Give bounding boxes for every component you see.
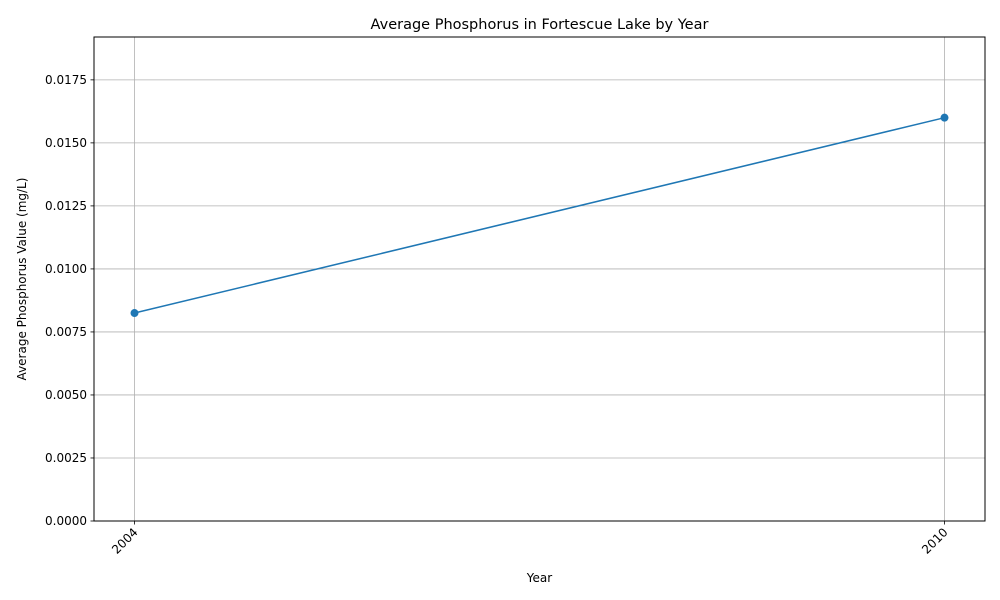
data-point [940, 113, 949, 122]
y-tick-label: 0.0000 [45, 514, 87, 528]
chart-title: Average Phosphorus in Fortescue Lake by … [371, 17, 709, 33]
y-tick-label: 0.0100 [45, 262, 87, 276]
y-tick-label: 0.0125 [45, 199, 87, 213]
y-tick-label: 0.0050 [45, 388, 87, 402]
x-axis-label: Year [526, 571, 552, 585]
y-tick-label: 0.0175 [45, 73, 87, 87]
y-tick-label: 0.0150 [45, 136, 87, 150]
y-axis-label: Average Phosphorus Value (mg/L) [15, 178, 29, 381]
y-tick-label: 0.0025 [45, 451, 87, 465]
series-line [134, 116, 945, 314]
plot-frame [93, 36, 986, 522]
grid [94, 37, 985, 522]
series-layer [130, 113, 949, 318]
y-tick-label: 0.0075 [45, 325, 87, 339]
data-point [130, 309, 139, 318]
